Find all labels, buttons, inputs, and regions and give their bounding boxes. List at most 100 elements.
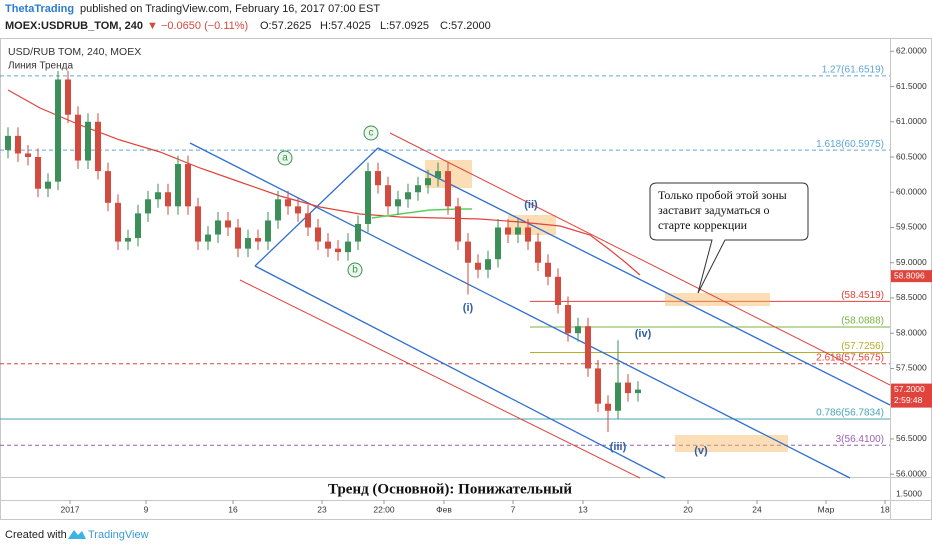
x-tick-label: 9 <box>144 504 149 514</box>
x-tick-label: 23 <box>317 504 327 514</box>
y-tick-label: 61.0000 <box>896 116 927 126</box>
y-tick-label: 57.5000 <box>896 363 927 373</box>
wave-label: (v) <box>694 445 708 457</box>
candle-body <box>265 220 271 242</box>
x-tick-label: 13 <box>578 504 588 514</box>
candle-body <box>485 259 491 270</box>
published: published on TradingView.com, February 1… <box>80 3 380 15</box>
x-tick-label: Мар <box>818 504 835 514</box>
candle-body <box>185 164 191 207</box>
x-tick-label: 7 <box>511 504 516 514</box>
moving-average <box>7 89 641 276</box>
candle-body <box>355 223 361 242</box>
zone-box <box>675 435 788 452</box>
channel-line <box>389 132 891 386</box>
candle-body <box>95 121 101 172</box>
candle-body <box>545 262 551 277</box>
candle-body <box>605 403 611 411</box>
candle-body <box>335 248 341 253</box>
ohlc-close: C:57.2000 <box>440 20 491 32</box>
candle-body <box>615 382 621 411</box>
author[interactable]: ThetaTrading <box>5 3 74 15</box>
candle-body <box>445 171 451 207</box>
candle-body <box>65 79 71 115</box>
price-tag-label: 58.8096 <box>894 270 925 280</box>
y-tick-label: 60.0000 <box>896 186 927 196</box>
price-tag-label: 57.2000 <box>894 384 925 394</box>
symbol: MOEX:USDRUB_TOM, 240 <box>5 20 143 32</box>
wave-label: (i) <box>463 302 474 314</box>
candle-body <box>555 276 561 306</box>
candles <box>5 71 641 432</box>
price-tag <box>891 270 932 283</box>
candle-body <box>135 213 141 239</box>
candle-body <box>415 185 421 193</box>
x-tick-label: 20 <box>683 504 693 514</box>
candle-body <box>275 199 281 221</box>
bottom-title: Тренд (Основной): Понижательный <box>328 481 572 497</box>
candle-body <box>385 185 391 207</box>
channel-line <box>254 147 379 267</box>
y-tick-label: 58.0000 <box>896 327 927 337</box>
callout-text: старте коррекции <box>658 218 748 232</box>
candle-body <box>165 192 171 207</box>
drawings <box>7 89 891 479</box>
candle-body <box>375 171 381 186</box>
wave-label: (iii) <box>610 441 627 453</box>
callout: Только пробой этой зоны заставит задумат… <box>649 182 809 294</box>
level-label: (57.7256) <box>841 341 884 352</box>
wave-circle <box>363 125 379 141</box>
brand-logo <box>68 530 86 539</box>
candle-body <box>25 153 31 158</box>
y-tick-label: 58.5000 <box>896 292 927 302</box>
candle-body <box>295 206 301 214</box>
level-label: 1.27(61.6519) <box>822 64 884 75</box>
wave-circle <box>277 150 293 166</box>
footer-brand[interactable]: TradingView <box>88 529 149 541</box>
candle-body <box>175 164 181 207</box>
channel-line <box>189 142 851 479</box>
candle-body <box>475 262 481 270</box>
candle-body <box>595 368 601 404</box>
price-tag <box>891 383 932 408</box>
y-tick-label: 59.0000 <box>896 257 927 267</box>
wave-circle <box>347 262 363 278</box>
candle-body <box>405 192 411 200</box>
level-label: 2.618(57.5675) <box>816 352 884 363</box>
candle-body <box>155 192 161 200</box>
candle-body <box>235 227 241 249</box>
ohlc-high: H:57.4025 <box>320 20 371 32</box>
wave-label: (ii) <box>524 199 538 211</box>
candle-body <box>395 199 401 207</box>
candle-body <box>75 114 81 161</box>
callout-box <box>649 182 809 294</box>
candle-body <box>215 220 221 235</box>
candle-body <box>105 171 111 203</box>
candle-body <box>115 202 121 242</box>
change: ▼ −0.0650 (−0.11%) <box>147 20 248 32</box>
candle-body <box>35 157 41 189</box>
price-tag-timer: 2:59:48 <box>894 395 923 405</box>
candle-body <box>365 171 371 224</box>
wave-label: a <box>282 153 288 164</box>
level-label: (58.4519) <box>841 290 884 301</box>
candle-body <box>425 178 431 186</box>
candle-body <box>535 241 541 263</box>
candle-body <box>55 79 61 182</box>
channel-line <box>254 265 666 479</box>
indicator-axis-label: 1.5000 <box>896 488 922 498</box>
candle-body <box>225 220 231 228</box>
x-tick-label: 24 <box>752 504 762 514</box>
level-label: 3(56.4100) <box>836 434 884 445</box>
callout-text: заставит задуматься о <box>658 203 770 217</box>
candle-body <box>285 199 291 207</box>
candle-body <box>305 213 311 228</box>
candle-body <box>325 241 331 249</box>
level-label: 0.786(56.7834) <box>816 408 884 419</box>
candle-body <box>515 227 521 235</box>
ohlc-low: L:57.0925 <box>380 20 429 32</box>
candle-body <box>495 227 501 260</box>
wave-label: (iv) <box>635 328 652 340</box>
wave-label: c <box>369 128 374 139</box>
